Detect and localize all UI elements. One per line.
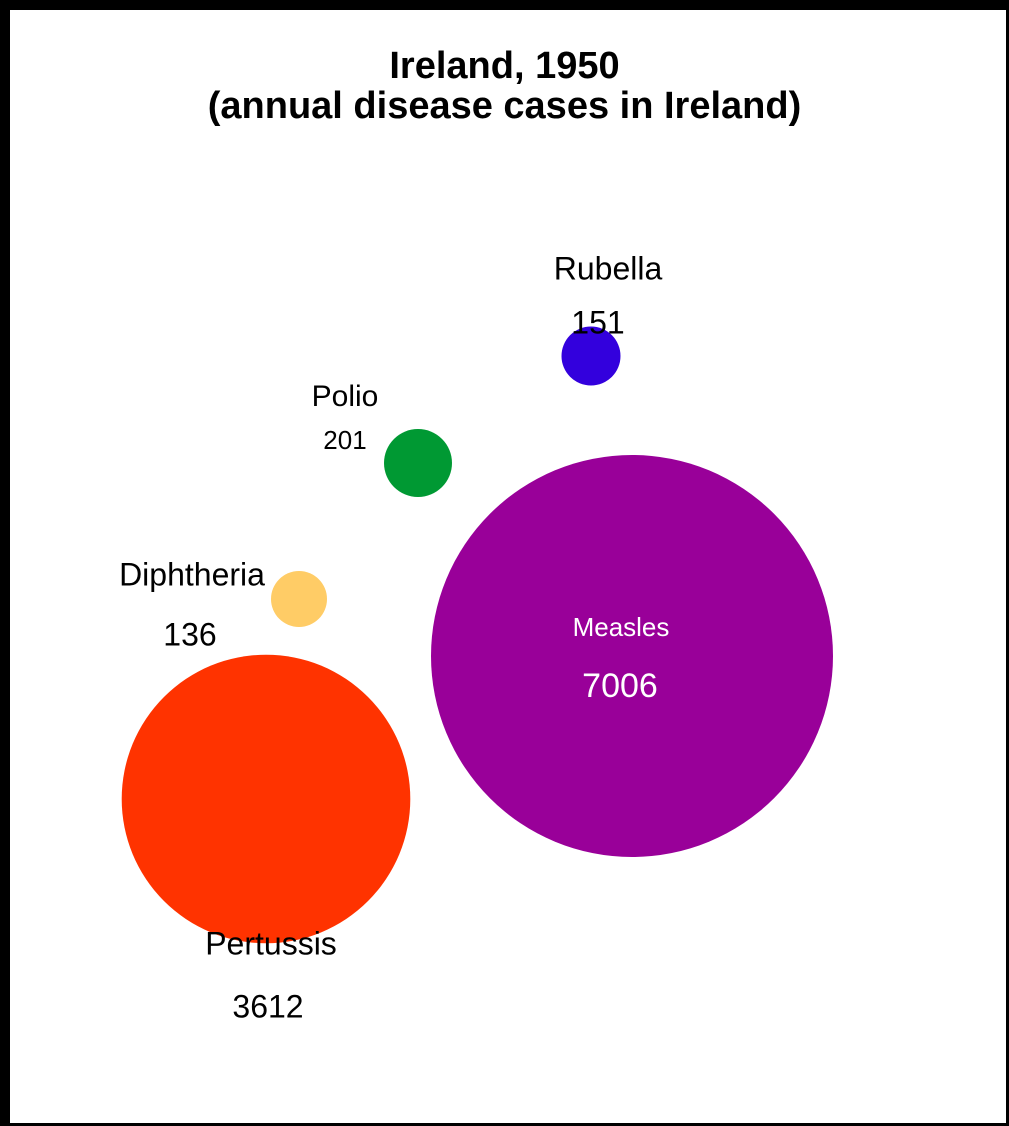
label-pertussis: Pertussis — [205, 925, 337, 961]
value-label-diphtheria: 136 — [163, 616, 216, 652]
value-label-rubella: 151 — [571, 304, 624, 340]
label-polio: Polio — [312, 380, 379, 413]
bubble-measles — [431, 455, 833, 857]
bubble-pertussis — [121, 654, 411, 944]
label-measles: Measles — [573, 612, 670, 642]
chart-title: Ireland, 1950 — [389, 45, 620, 87]
value-label-pertussis: 3612 — [232, 988, 303, 1024]
value-label-polio: 201 — [323, 425, 366, 455]
bubble-diphtheria — [271, 571, 327, 627]
label-diphtheria: Diphtheria — [119, 556, 265, 592]
bubble-polio — [384, 429, 452, 497]
chart-subtitle: (annual disease cases in Ireland) — [207, 85, 802, 127]
label-rubella: Rubella — [554, 250, 663, 286]
value-label-measles: 7006 — [582, 667, 658, 705]
bubble-rubella — [561, 326, 621, 386]
